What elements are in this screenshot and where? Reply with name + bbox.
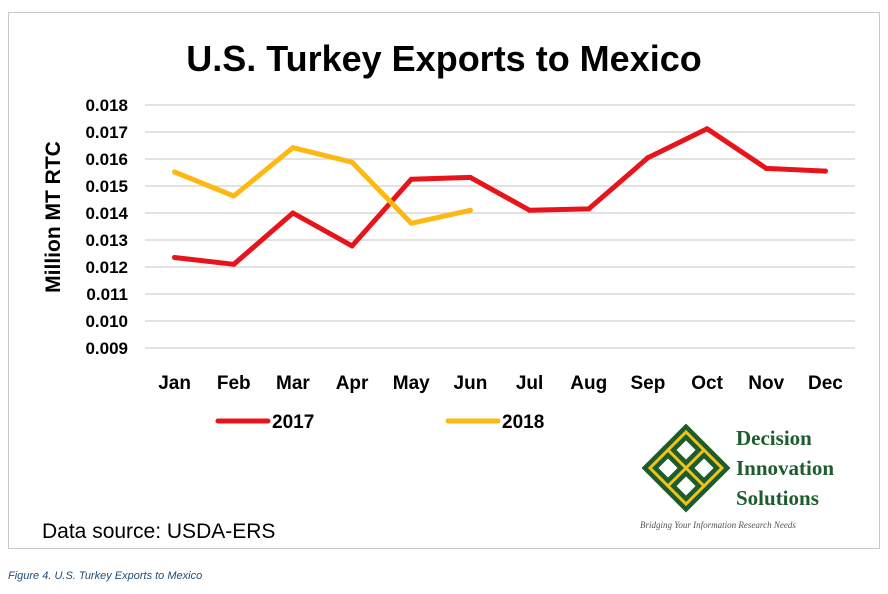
data-point-2018 [467,207,473,213]
y-tick-label: 0.009 [85,339,128,358]
data-point-2017 [290,210,296,216]
data-point-2017 [704,126,710,132]
data-point-2018 [231,193,237,199]
y-tick-label: 0.017 [85,123,128,142]
x-tick-label: Jun [454,373,488,394]
x-tick-label: Oct [691,373,723,394]
figure-caption: Figure 4. U.S. Turkey Exports to Mexico [8,570,203,582]
data-point-2017 [172,255,178,261]
data-point-2017 [822,168,828,174]
legend-label-2018: 2018 [502,412,544,433]
data-point-2018 [290,145,296,151]
data-point-2018 [349,159,355,165]
data-point-2017 [586,206,592,212]
x-tick-label: Mar [276,373,310,394]
y-tick-label: 0.018 [85,96,128,115]
x-tick-label: Apr [336,373,369,394]
y-tick-label: 0.012 [85,258,128,277]
legend-label-2017: 2017 [272,412,314,433]
chart-title: U.S. Turkey Exports to Mexico [186,38,702,79]
y-axis-label: Million MT RTC [42,141,65,293]
x-tick-label: Sep [630,373,665,394]
company-logo: Decision Innovation Solutions Bridging Y… [636,423,866,534]
logo-word-3: Solutions [736,486,819,510]
x-tick-label: Feb [217,373,251,394]
knot-logo-icon [641,423,731,513]
y-tick-label: 0.013 [85,231,128,250]
logo-word-2: Innovation [736,456,835,480]
x-tick-label: Dec [808,373,843,394]
data-point-2017 [349,243,355,249]
data-point-2017 [231,261,237,267]
data-point-2017 [527,207,533,213]
data-point-2017 [645,155,651,161]
x-tick-label: Jul [516,373,543,394]
logo-word-1: Decision [736,426,812,450]
data-point-2017 [763,165,769,171]
data-point-2018 [172,169,178,175]
series-line-2017 [172,126,828,267]
y-tick-label: 0.014 [85,204,128,223]
series-line-2018 [172,145,473,226]
x-tick-label: Nov [748,373,784,394]
x-tick-label: May [393,373,430,394]
data-point-2017 [467,174,473,180]
chart-frame [8,12,880,549]
y-tick-label: 0.016 [85,150,128,169]
y-tick-label: 0.010 [85,312,128,331]
data-source-note: Data source: USDA-ERS [42,520,276,543]
y-tick-label: 0.011 [86,285,128,304]
x-tick-label: Aug [570,373,607,394]
logo-tagline: Bridging Your Information Research Needs [640,520,796,530]
x-tick-label: Jan [158,373,191,394]
data-point-2018 [408,220,414,226]
data-point-2017 [408,176,414,182]
y-tick-label: 0.015 [85,177,128,196]
